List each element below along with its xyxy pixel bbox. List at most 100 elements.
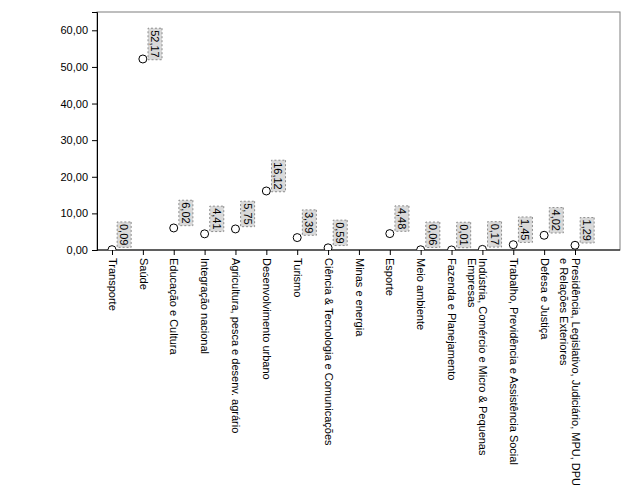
data-label-box: [117, 222, 131, 247]
data-label-text: 6,02: [180, 202, 192, 223]
data-label: 0,01: [457, 222, 471, 247]
data-label: 0,09: [117, 222, 131, 247]
x-tick-label-line: Minas e energia: [354, 258, 366, 337]
x-tick: Defesa e Justiça: [539, 250, 551, 340]
point: [108, 246, 116, 250]
x-tick-mark: [328, 250, 329, 255]
data-label-text: 4,41: [211, 208, 223, 229]
x-tick-label-line: Esporte: [384, 258, 396, 296]
x-tick-mark: [235, 250, 236, 255]
x-tick-label-line: Agricultura, pesca e desenv. agrário: [230, 258, 242, 433]
x-tick: Integração nacional: [199, 250, 211, 354]
data-label-box: [488, 222, 502, 247]
data-label: 0,59: [333, 220, 347, 245]
y-tick: 40,00: [60, 98, 97, 110]
y-tick-mark: [92, 177, 97, 178]
x-tick-mark: [266, 250, 267, 255]
x-tick-label-line: Ciência & Tecnologia e Comunicações: [323, 258, 335, 446]
x-tick-label: Presidência, Legislativo, Judiciário, MP…: [558, 258, 582, 486]
data-label-text: 0,17: [489, 224, 501, 245]
data-label: 16,12: [271, 160, 285, 192]
y-axis: 0,0010,0020,0030,0040,0050,0060,00: [60, 13, 97, 257]
x-tick-mark: [513, 250, 514, 255]
data-label-text: 4,02: [550, 210, 562, 231]
plot-frame: [97, 12, 620, 250]
y-tick-label: 10,00: [60, 207, 88, 219]
y-tick: 50,00: [60, 61, 97, 73]
data-label-box: [580, 218, 594, 243]
y-tick-label: 30,00: [60, 134, 88, 146]
data-label-box: [518, 217, 532, 242]
y-tick-label: 50,00: [60, 61, 88, 73]
y-tick: 60,00: [60, 24, 97, 36]
point: [417, 246, 425, 250]
data-label-text: 52,17: [149, 30, 161, 58]
x-tick-label-line: Turismo: [292, 258, 304, 297]
y-tick-mark: [92, 213, 97, 214]
y-tick-label: 0,00: [67, 244, 88, 256]
x-axis-line: [97, 250, 620, 251]
data-label-text: 3,39: [303, 212, 315, 233]
point: [262, 187, 270, 195]
x-tick-label: Trabalho, Previdência e Assistência Soci…: [508, 258, 520, 465]
data-label-box: [302, 210, 316, 235]
x-tick-mark: [575, 250, 576, 255]
x-tick-label: Fazenda e Planejamento: [446, 258, 458, 380]
x-tick-mark: [421, 250, 422, 255]
x-tick-mark: [297, 250, 298, 255]
data-label-text: 4,48: [396, 208, 408, 229]
point: [231, 225, 239, 233]
data-label: 5,75: [241, 201, 255, 226]
y-tick-mark: [92, 67, 97, 68]
x-tick-label-line: Desenvolvimento urbano: [261, 258, 273, 380]
x-tick-label-line: Indústria, Comércio e Micro & Pequenas: [477, 258, 489, 456]
point: [478, 245, 486, 250]
point: [170, 224, 178, 232]
x-tick-label: Agricultura, pesca e desenv. agrário: [230, 258, 242, 433]
data-label: 3,39: [302, 210, 316, 235]
x-tick-label: Integração nacional: [199, 258, 211, 354]
x-tick-mark: [143, 250, 144, 255]
x-tick-label-line: Educação e Cultura: [168, 258, 180, 355]
data-label: 1,29: [580, 218, 594, 243]
x-tick-label-line: Saúde: [138, 258, 150, 290]
x-tick: Meio ambiente: [415, 250, 427, 330]
y-tick: 30,00: [60, 134, 97, 146]
x-tick-label: Indústria, Comércio e Micro & PequenasEm…: [466, 258, 490, 456]
data-label-box: [457, 222, 471, 247]
x-tick-mark: [359, 250, 360, 255]
data-label-text: 0,09: [118, 224, 130, 245]
y-axis-line: [92, 13, 98, 251]
x-tick: Desenvolvimento urbano: [261, 250, 273, 380]
x-tick-label: Ciência & Tecnologia e Comunicações: [323, 258, 335, 446]
data-label-text: 0,06: [427, 224, 439, 245]
x-tick-label-line: Integração nacional: [199, 258, 211, 354]
data-label-box: [549, 208, 563, 233]
y-tick: 10,00: [60, 207, 97, 219]
x-tick: Turismo: [292, 250, 304, 297]
data-label: 52,17: [148, 28, 162, 60]
x-tick-label: Minas e energia: [354, 258, 366, 337]
x-tick: Educação e Cultura: [168, 250, 180, 355]
x-tick: Minas e energia: [354, 250, 366, 337]
x-tick: Fazenda e Planejamento: [446, 250, 458, 380]
x-tick-mark: [452, 250, 453, 255]
data-label: 6,02: [179, 200, 193, 225]
x-tick-mark: [205, 250, 206, 255]
x-tick-label-line: e Relações Exteriores: [558, 258, 570, 366]
data-label: 4,02: [549, 208, 563, 233]
data-label-text: 0,59: [334, 222, 346, 243]
x-tick-label: Turismo: [292, 258, 304, 297]
data-label-box: [241, 201, 255, 226]
x-tick-label-line: Fazenda e Planejamento: [446, 258, 458, 380]
x-tick: Presidência, Legislativo, Judiciário, MP…: [558, 250, 582, 486]
point: [386, 230, 394, 238]
data-label: 0,17: [488, 222, 502, 247]
x-tick-label: Defesa e Justiça: [539, 258, 551, 340]
point: [509, 241, 517, 249]
point: [540, 231, 548, 239]
x-tick-label: Desenvolvimento urbano: [261, 258, 273, 380]
data-label-text: 1,45: [519, 219, 531, 240]
chart: 0,0010,0020,0030,0040,0050,0060,00Transp…: [0, 0, 626, 501]
x-tick-label: Esporte: [384, 258, 396, 296]
